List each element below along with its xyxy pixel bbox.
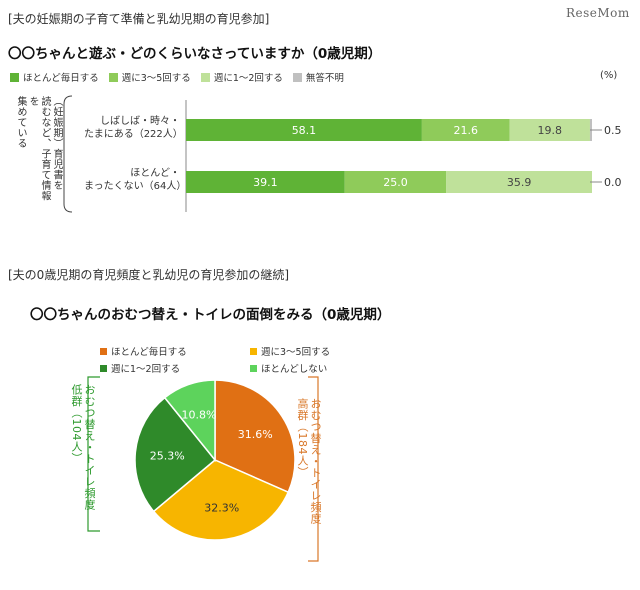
legend-label-1to2: 週に1〜2回する [213, 73, 283, 84]
legend-item-na: 無答不明 [292, 70, 344, 84]
pie-side-right-line1: おむつ替え・トイレ頻度 [309, 398, 322, 525]
pie-legend-1to2: 週に1〜2回する [100, 361, 250, 375]
pie-legend-rare: ほとんどしない [250, 361, 400, 375]
pie-legend-label-daily: ほとんど毎日する [111, 347, 187, 358]
bar-row-label-2-line1: ほとんど・ [130, 168, 180, 179]
pie-side-left: おむつ替え・トイレ頻度 低群（104人） [70, 384, 96, 534]
pie-side-left-line1: おむつ替え・トイレ頻度 [83, 384, 96, 511]
bar-segment [446, 171, 592, 193]
bar-row-label-2-line2: まったくない（64人） [84, 181, 187, 192]
legend-swatch-daily [10, 72, 19, 82]
bar-row-label-1-line2: たまにある（222人） [84, 129, 183, 140]
legend-swatch-na [292, 72, 302, 82]
group-label-line1: （妊娠期）育児書を [51, 96, 62, 191]
pie-value-label: 31.6% [238, 428, 273, 441]
bar-legend: ほとんど毎日する 週に3〜5回する 週に1〜2回する 無答不明 [10, 70, 344, 84]
pie-side-right-line2: 高群（184人） [296, 398, 309, 478]
pie-legend-swatch-rare [250, 364, 257, 372]
right-bracket [308, 376, 319, 562]
legend-swatch-1to2 [200, 72, 210, 82]
legend-label-daily: ほとんど毎日する [23, 73, 99, 84]
pie-legend-swatch-daily [100, 347, 107, 355]
stacked-bar-chart: 58.1 21.6 19.8 0.5 39.1 25.0 35.9 0.0 [185, 100, 622, 212]
bar-unit-label: (%) [600, 70, 618, 81]
pie-slice [214, 379, 296, 494]
pie-legend-swatch-3to5 [250, 347, 257, 355]
pie-chart: 31.6% 32.3% 25.3% 10.8% [134, 379, 296, 541]
group-label-line2: 読むなど、子育て情報を [27, 96, 50, 201]
pie-side-left-line2: 低群（104人） [70, 384, 83, 464]
section-label-2: [夫の0歳児期の育児頻度と乳幼児の育児参加の継続] [8, 268, 290, 282]
group-label-line3: 集めている [15, 96, 26, 149]
bar-value-label: 35.9 [507, 176, 532, 189]
legend-label-na: 無答不明 [305, 73, 344, 84]
section-label-1: [夫の妊娠期の子育て準備と乳幼児期の育児参加] [8, 12, 270, 26]
pie-chart-title: 〇〇ちゃんのおむつ替え・トイレの面倒をみる（0歳児期） [30, 307, 391, 323]
pie-side-right: おむつ替え・トイレ頻度 高群（184人） [296, 398, 322, 558]
pie-legend-swatch-1to2 [100, 364, 107, 372]
pie-legend-label-rare: ほとんどしない [261, 364, 328, 375]
bar-segment [186, 171, 345, 193]
legend-item-1to2: 週に1〜2回する [200, 70, 283, 84]
pie-slice [152, 459, 290, 541]
bar-row-label-1: しばしば・時々・ たまにある（222人） [84, 115, 183, 141]
legend-item-daily: ほとんど毎日する [10, 70, 99, 84]
pie-value-label: 10.8% [182, 409, 217, 422]
bar-segment [186, 119, 422, 141]
bar-segment [509, 119, 590, 141]
bar-chart-title: 〇〇ちゃんと遊ぶ・どのくらいなさっていますか（0歳児期） [8, 46, 382, 62]
pie-slice [134, 396, 217, 513]
legend-item-3to5: 週に3〜5回する [108, 70, 191, 84]
pie-slice [163, 379, 216, 463]
group-label: （妊娠期）育児書を 読むなど、子育て情報を 集めている [14, 96, 62, 206]
pie-legend-daily: ほとんど毎日する [100, 344, 250, 358]
group-bracket [63, 95, 73, 213]
bar-value-label: 25.0 [383, 176, 408, 189]
bar-row-label-2: ほとんど・ まったくない（64人） [84, 167, 187, 193]
pie-value-label: 25.3% [150, 449, 185, 462]
pie-legend: ほとんど毎日する 週に3〜5回する 週に1〜2回する ほとんどしない [100, 344, 400, 375]
left-bracket [87, 376, 100, 532]
bar-na-label: 0.0 [604, 176, 622, 189]
legend-swatch-3to5 [108, 72, 118, 82]
legend-label-3to5: 週に3〜5回する [121, 73, 191, 84]
bar-value-label: 39.1 [253, 176, 278, 189]
bar-value-label: 58.1 [292, 124, 317, 137]
bar-row-label-1-line1: しばしば・時々・ [100, 116, 180, 127]
bar-value-label: 21.6 [453, 124, 478, 137]
pie-value-label: 32.3% [204, 502, 239, 515]
site-logo: ReseMom [566, 6, 630, 20]
pie-legend-label-1to2: 週に1〜2回する [111, 364, 181, 375]
pie-legend-label-3to5: 週に3〜5回する [261, 347, 331, 358]
bar-segment [344, 171, 447, 193]
pie-legend-3to5: 週に3〜5回する [250, 344, 400, 358]
bar-na-label: 0.5 [604, 124, 622, 137]
bar-segment [421, 119, 510, 141]
bar-value-label: 19.8 [538, 124, 563, 137]
